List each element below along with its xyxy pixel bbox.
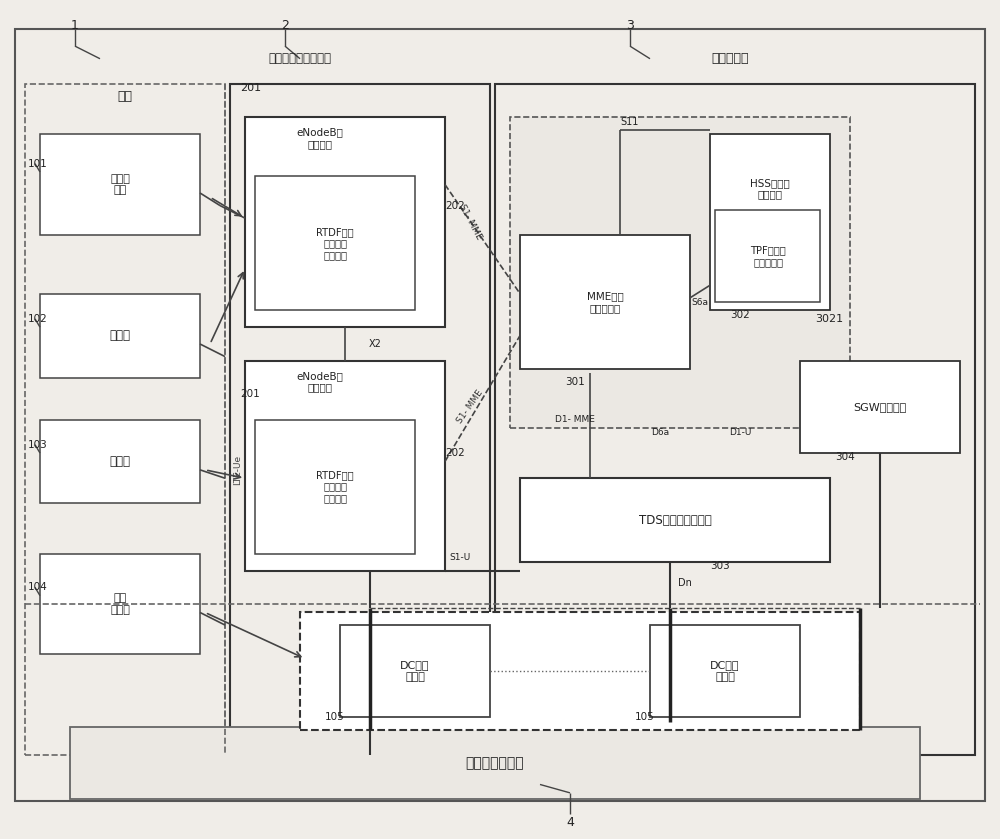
Bar <box>650 625 800 717</box>
Text: RTDF无线
集群调度
功能模块: RTDF无线 集群调度 功能模块 <box>316 470 354 503</box>
Bar <box>40 420 200 503</box>
Bar <box>25 84 225 755</box>
Text: HSS归属用
户服务器: HSS归属用 户服务器 <box>750 178 790 200</box>
Text: 4: 4 <box>566 816 574 829</box>
Bar <box>40 134 200 235</box>
Text: 101: 101 <box>28 159 48 169</box>
Text: 304: 304 <box>835 452 855 462</box>
Text: 303: 303 <box>710 561 730 571</box>
Text: 105: 105 <box>635 712 655 722</box>
Bar <box>245 117 445 327</box>
Bar <box>715 210 820 302</box>
Text: 105: 105 <box>325 712 345 722</box>
Text: 终端: 终端 <box>118 90 132 103</box>
Text: 固定台: 固定台 <box>110 455 130 468</box>
Bar <box>510 117 850 428</box>
Text: S11: S11 <box>621 117 639 127</box>
Text: 201: 201 <box>240 83 261 93</box>
Bar <box>40 554 200 654</box>
Text: S1- MME: S1- MME <box>455 388 485 425</box>
Text: D1-U: D1-U <box>729 428 751 436</box>
Text: 宽带无线接入子系统: 宽带无线接入子系统 <box>268 52 332 65</box>
Bar <box>70 727 920 799</box>
Text: TPF集群模
组功能模块: TPF集群模 组功能模块 <box>750 245 786 267</box>
Text: DC有线
调度台: DC有线 调度台 <box>400 660 430 682</box>
Bar <box>710 134 830 310</box>
Text: S6a: S6a <box>692 298 708 306</box>
Text: 102: 102 <box>28 314 48 324</box>
Bar <box>255 176 415 310</box>
Text: LTE-Ue: LTE-Ue <box>234 455 242 485</box>
Bar <box>340 625 490 717</box>
Text: 302: 302 <box>730 310 750 320</box>
Text: eNodeB演
进型基站: eNodeB演 进型基站 <box>297 371 343 393</box>
Text: 202: 202 <box>445 448 465 458</box>
Text: MME移动
性管理模块: MME移动 性管理模块 <box>587 291 623 313</box>
Bar <box>520 235 690 369</box>
Text: 201: 201 <box>240 389 260 399</box>
Text: 202: 202 <box>445 201 465 211</box>
Text: 3: 3 <box>626 18 634 32</box>
Text: 104: 104 <box>28 582 48 592</box>
Bar <box>495 84 975 755</box>
Text: X2: X2 <box>369 339 381 349</box>
Bar <box>520 478 830 562</box>
Bar <box>255 420 415 554</box>
Text: D1- MME: D1- MME <box>555 415 595 424</box>
Text: D6a: D6a <box>651 428 669 436</box>
Text: S1-U: S1-U <box>449 554 471 562</box>
Text: 车载台: 车载台 <box>110 329 130 342</box>
Text: 无线
调度台: 无线 调度台 <box>110 593 130 615</box>
Text: SGW服务网关: SGW服务网关 <box>853 402 907 412</box>
Text: 网络子系统: 网络子系统 <box>711 52 749 65</box>
Text: eNodeB演
进型基站: eNodeB演 进型基站 <box>297 128 343 149</box>
Bar <box>800 361 960 453</box>
Text: DC有线
调度台: DC有线 调度台 <box>710 660 740 682</box>
Text: TDS集群调度服务器: TDS集群调度服务器 <box>639 513 711 527</box>
Bar <box>40 294 200 378</box>
Text: 2: 2 <box>281 18 289 32</box>
Text: 手持移
动台: 手持移 动台 <box>110 174 130 195</box>
Text: RTDF无线
集群调度
功能模块: RTDF无线 集群调度 功能模块 <box>316 227 354 260</box>
Text: 301: 301 <box>565 377 585 387</box>
Bar <box>230 84 490 755</box>
Text: 1: 1 <box>71 18 79 32</box>
Text: 103: 103 <box>28 440 48 450</box>
Bar <box>300 612 860 730</box>
Bar <box>245 361 445 571</box>
Text: 操作维护子系统: 操作维护子系统 <box>466 757 524 770</box>
Text: S1- MME: S1- MME <box>457 203 483 242</box>
Text: Dn: Dn <box>678 578 692 588</box>
Text: 3021: 3021 <box>815 314 843 324</box>
